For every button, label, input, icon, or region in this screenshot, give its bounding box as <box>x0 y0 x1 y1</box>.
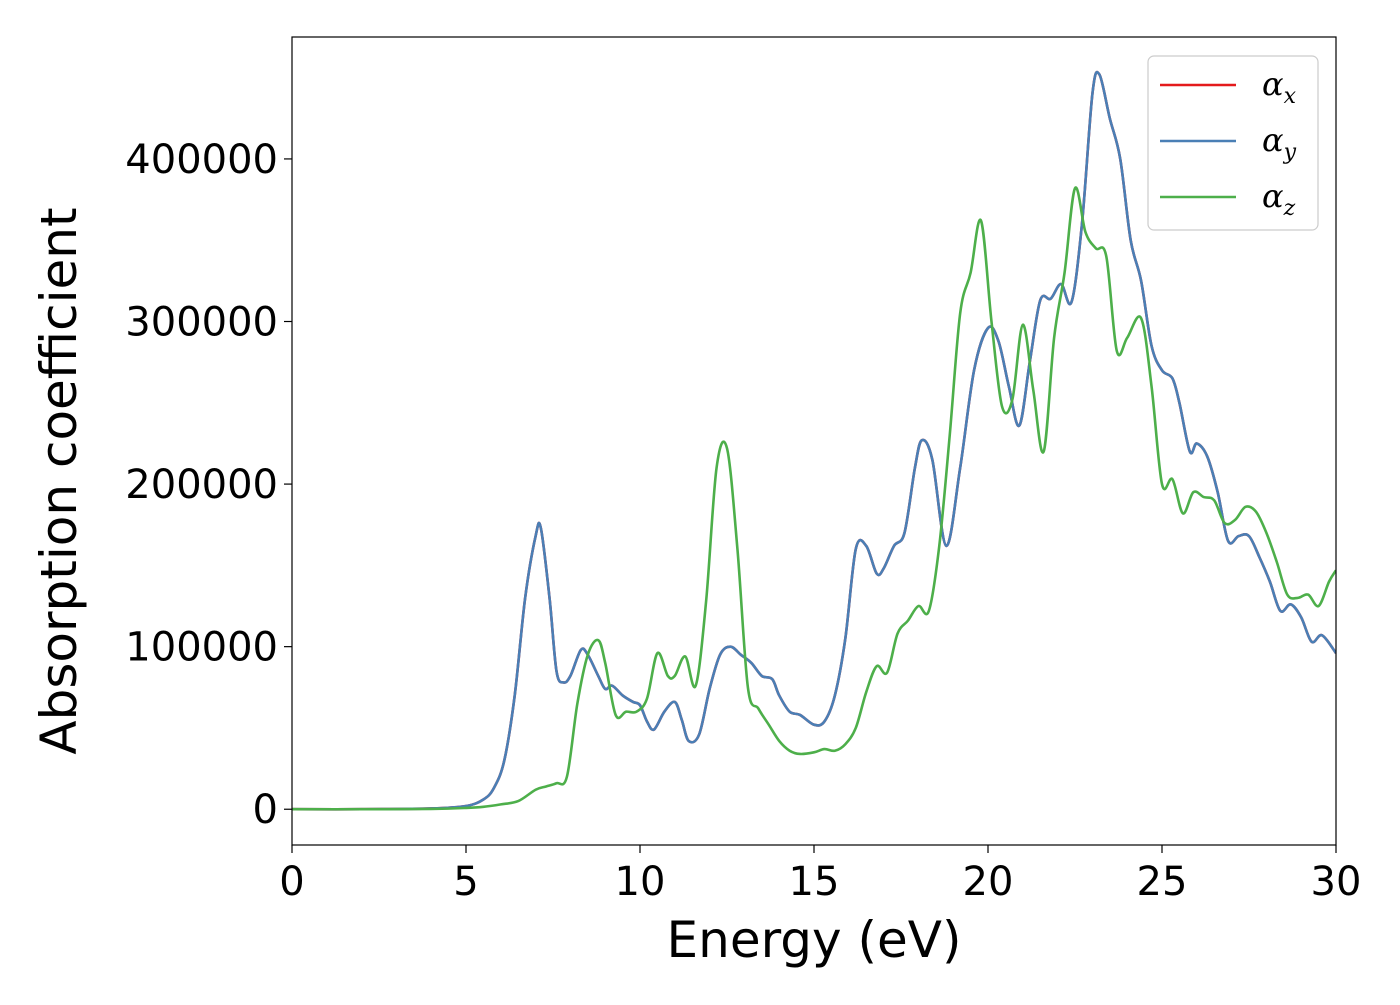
legend-label-y: αy <box>1262 121 1297 165</box>
x-tick-label: 25 <box>1137 859 1188 905</box>
legend-label-z: αz <box>1262 177 1296 221</box>
y-tick-label: 0 <box>253 787 278 833</box>
x-tick-label: 10 <box>615 859 666 905</box>
x-tick-label: 15 <box>789 859 840 905</box>
legend-box <box>1147 55 1319 231</box>
series-line-z <box>292 186 1336 811</box>
y-tick-label: 400000 <box>125 137 278 183</box>
legend: αx αy αz <box>1147 55 1319 231</box>
series-layer <box>292 70 1336 811</box>
y-axis-ticks: 0 100000 200000 300000 400000 <box>125 137 292 833</box>
legend-label-x: αx <box>1262 65 1297 109</box>
x-tick-label: 30 <box>1311 859 1362 905</box>
x-axis-ticks: 0 5 10 15 20 25 30 <box>279 845 1361 905</box>
x-tick-label: 0 <box>279 859 304 905</box>
x-tick-label: 20 <box>963 859 1014 905</box>
y-tick-label: 200000 <box>125 462 278 508</box>
y-axis-title: Absorption coefficient <box>30 207 88 754</box>
y-tick-label: 300000 <box>125 300 278 346</box>
y-tick-label: 100000 <box>125 625 278 671</box>
x-axis-title: Energy (eV) <box>667 911 962 969</box>
series-line-y <box>292 70 1336 811</box>
x-tick-label: 5 <box>453 859 478 905</box>
